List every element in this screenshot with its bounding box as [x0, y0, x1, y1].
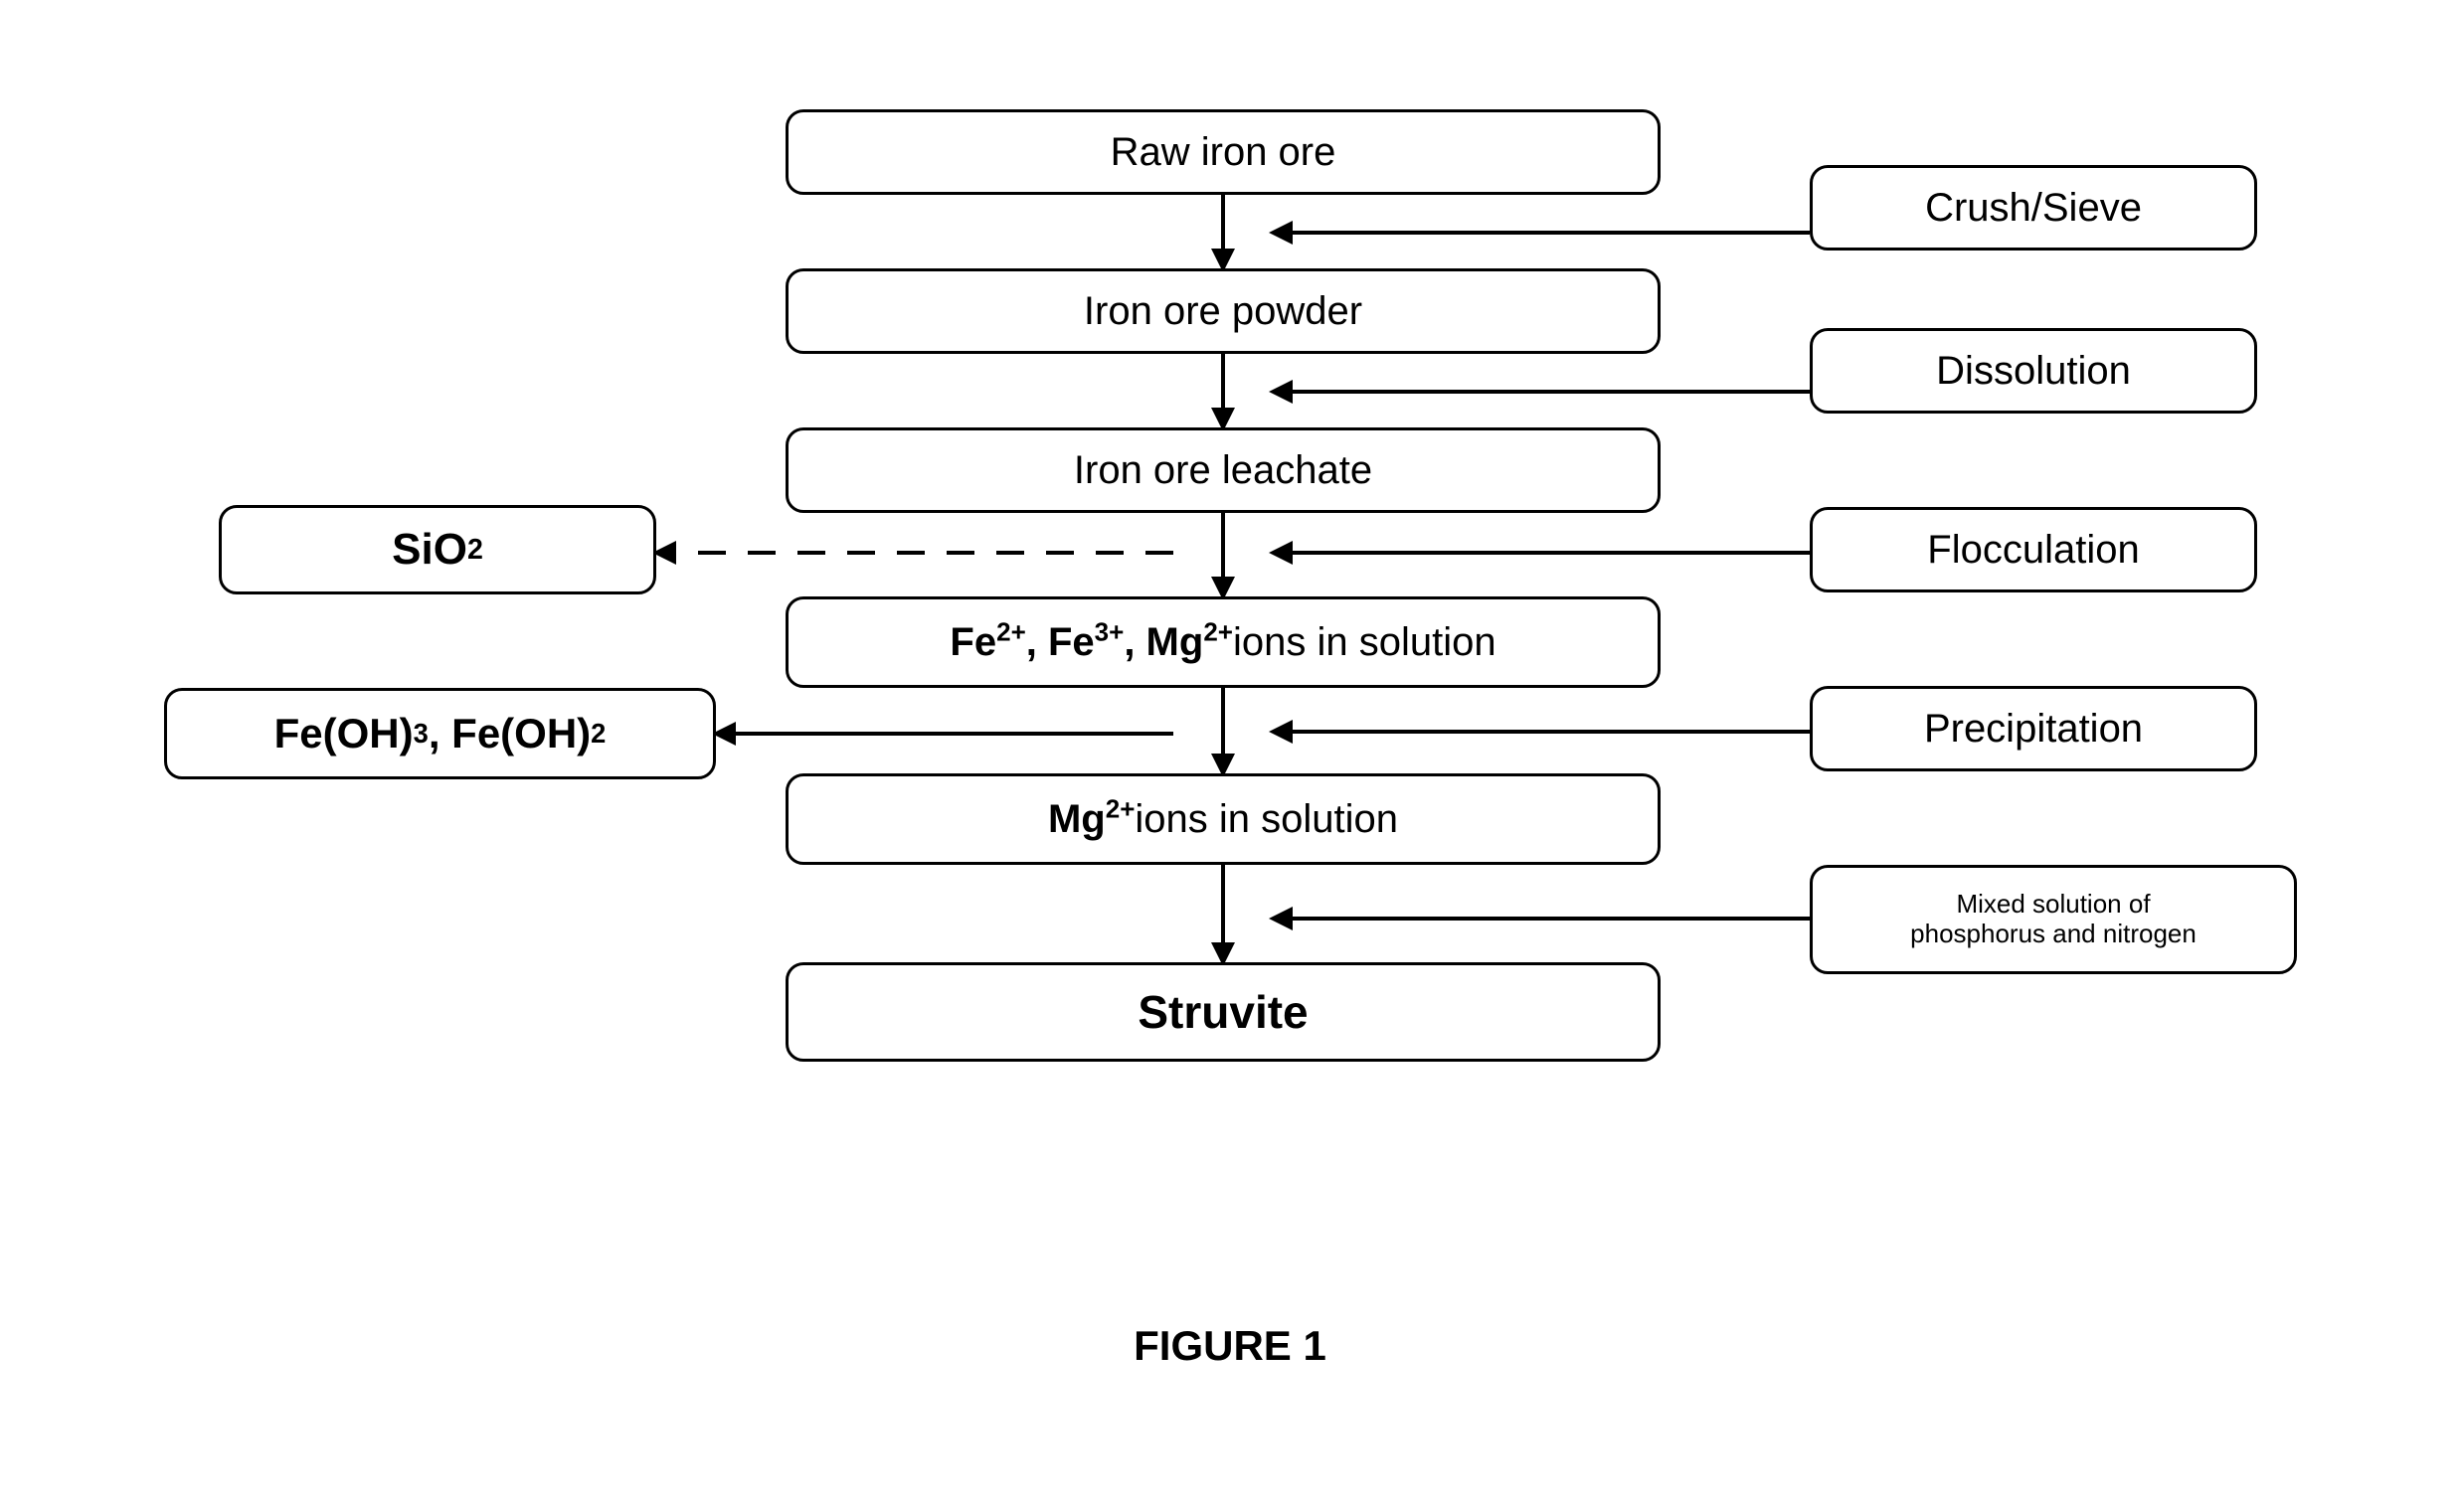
figure-caption: FIGURE 1 [1081, 1322, 1379, 1370]
flowchart-canvas: Raw iron ore Iron ore powder Iron ore leac… [0, 0, 2461, 1512]
node-crush: Crush/Sieve [1810, 165, 2257, 251]
node-leachate: Iron ore leachate [786, 427, 1661, 513]
node-mg_ions: Mg2+ ions in solution [786, 773, 1661, 865]
node-mixed_sol: Mixed solution ofphosphorus and nitrogen [1810, 865, 2297, 974]
node-flocculation: Flocculation [1810, 507, 2257, 592]
node-precipitation: Precipitation [1810, 686, 2257, 771]
node-dissolution: Dissolution [1810, 328, 2257, 414]
node-struvite: Struvite [786, 962, 1661, 1062]
node-sio2: SiO2 [219, 505, 656, 594]
node-fe_mg_ions: Fe2+, Fe3+, Mg2+ ions in solution [786, 596, 1661, 688]
node-powder: Iron ore powder [786, 268, 1661, 354]
node-raw_ore: Raw iron ore [786, 109, 1661, 195]
node-feoh: Fe(OH)3, Fe(OH)2 [164, 688, 716, 779]
